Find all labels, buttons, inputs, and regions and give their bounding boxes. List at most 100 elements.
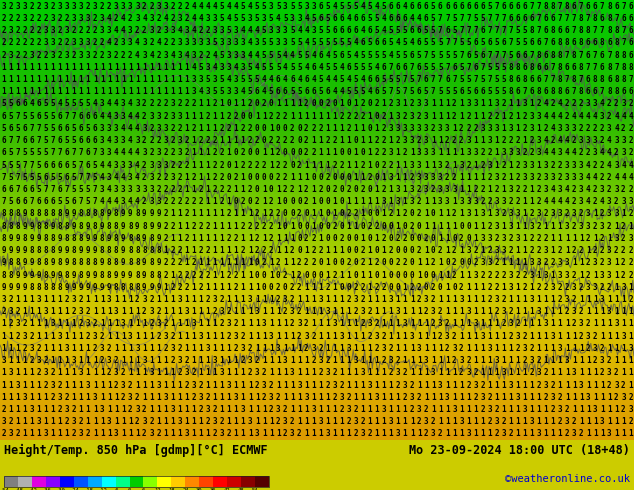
Text: 2: 2 — [212, 161, 217, 170]
Text: 1: 1 — [171, 319, 175, 328]
Text: 7: 7 — [389, 63, 393, 72]
Text: 1: 1 — [29, 417, 34, 426]
Text: 9: 9 — [8, 234, 13, 243]
Text: 3: 3 — [255, 38, 259, 47]
Text: 3: 3 — [501, 148, 506, 157]
Text: 6: 6 — [410, 50, 415, 59]
Text: 1: 1 — [361, 197, 365, 206]
Text: 8: 8 — [44, 270, 48, 279]
Text: 3: 3 — [100, 26, 105, 35]
Text: 1: 1 — [178, 405, 182, 414]
Text: 1: 1 — [565, 344, 569, 353]
Text: 5: 5 — [318, 38, 323, 47]
Text: 4: 4 — [332, 1, 337, 11]
Text: 5: 5 — [501, 63, 506, 72]
Text: 8: 8 — [58, 258, 62, 267]
Text: 3: 3 — [156, 1, 161, 11]
Text: 9: 9 — [22, 258, 27, 267]
Text: 0: 0 — [255, 148, 259, 157]
Text: 5: 5 — [417, 50, 422, 59]
Text: 8: 8 — [128, 283, 133, 292]
Text: 2: 2 — [508, 112, 513, 121]
Text: 3: 3 — [600, 295, 605, 304]
Text: 1: 1 — [304, 283, 309, 292]
Text: 1: 1 — [51, 307, 55, 316]
Text: 1: 1 — [445, 356, 450, 365]
Text: 1: 1 — [135, 332, 139, 341]
Text: 1: 1 — [480, 136, 485, 145]
Text: 5: 5 — [389, 75, 393, 84]
Text: 3: 3 — [508, 148, 513, 157]
Text: 1: 1 — [488, 381, 492, 390]
Text: 1: 1 — [403, 173, 408, 182]
Text: 1: 1 — [353, 381, 358, 390]
Text: 1: 1 — [607, 344, 612, 353]
Text: 3: 3 — [361, 368, 365, 377]
Text: 7: 7 — [51, 136, 55, 145]
Text: 2: 2 — [403, 209, 408, 219]
Text: 1: 1 — [346, 221, 351, 231]
Text: 1: 1 — [304, 368, 309, 377]
Text: 2: 2 — [318, 185, 323, 194]
Text: 8: 8 — [29, 246, 34, 255]
Text: 1: 1 — [536, 161, 541, 170]
Text: 1: 1 — [389, 185, 393, 194]
Text: 1: 1 — [543, 405, 548, 414]
Text: 1: 1 — [51, 87, 55, 96]
Text: 8: 8 — [72, 234, 76, 243]
Text: 2: 2 — [529, 246, 534, 255]
Text: 1: 1 — [445, 246, 450, 255]
Text: 48: 48 — [238, 488, 244, 490]
Text: 1: 1 — [431, 344, 436, 353]
Text: 3: 3 — [198, 38, 203, 47]
Text: 2: 2 — [375, 221, 379, 231]
Text: 4: 4 — [58, 99, 62, 108]
Text: 1: 1 — [1, 393, 6, 402]
Text: 2: 2 — [79, 319, 83, 328]
Text: 3: 3 — [142, 124, 146, 133]
Text: 3: 3 — [128, 173, 133, 182]
Text: 1: 1 — [226, 356, 231, 365]
Text: 6: 6 — [543, 87, 548, 96]
Text: 2: 2 — [276, 173, 281, 182]
Text: 1: 1 — [445, 381, 450, 390]
Text: 1: 1 — [65, 356, 69, 365]
Text: 2: 2 — [184, 148, 189, 157]
Text: 1: 1 — [171, 381, 175, 390]
Text: 5: 5 — [396, 26, 400, 35]
Text: 9: 9 — [156, 221, 161, 231]
Text: 3: 3 — [600, 185, 605, 194]
Text: 1: 1 — [368, 393, 372, 402]
Text: 1: 1 — [579, 368, 583, 377]
Text: 2: 2 — [536, 185, 541, 194]
Text: 1: 1 — [184, 344, 189, 353]
Text: 2: 2 — [149, 99, 154, 108]
Text: 1: 1 — [459, 270, 463, 279]
Text: 2: 2 — [551, 161, 555, 170]
Text: 0: 0 — [269, 185, 273, 194]
Text: 2: 2 — [234, 319, 238, 328]
Text: 3: 3 — [184, 307, 189, 316]
Text: 6: 6 — [93, 136, 98, 145]
Text: 5: 5 — [389, 26, 393, 35]
Text: 2: 2 — [361, 319, 365, 328]
Text: 1: 1 — [346, 161, 351, 170]
Text: 1: 1 — [501, 283, 506, 292]
Text: 2: 2 — [452, 270, 456, 279]
Text: 5: 5 — [79, 185, 83, 194]
Text: 3: 3 — [283, 295, 288, 304]
Text: 1: 1 — [410, 417, 415, 426]
Text: 1: 1 — [22, 356, 27, 365]
Text: 3: 3 — [614, 381, 619, 390]
Text: 4: 4 — [191, 63, 196, 72]
Text: 8: 8 — [128, 246, 133, 255]
Text: 2: 2 — [543, 258, 548, 267]
Text: 2: 2 — [572, 246, 576, 255]
Text: 7: 7 — [445, 38, 450, 47]
Text: 4: 4 — [135, 161, 139, 170]
Text: 6: 6 — [79, 136, 83, 145]
Text: 8: 8 — [79, 234, 83, 243]
Text: 5: 5 — [1, 124, 6, 133]
Text: 1: 1 — [198, 295, 203, 304]
Text: 1: 1 — [325, 405, 330, 414]
